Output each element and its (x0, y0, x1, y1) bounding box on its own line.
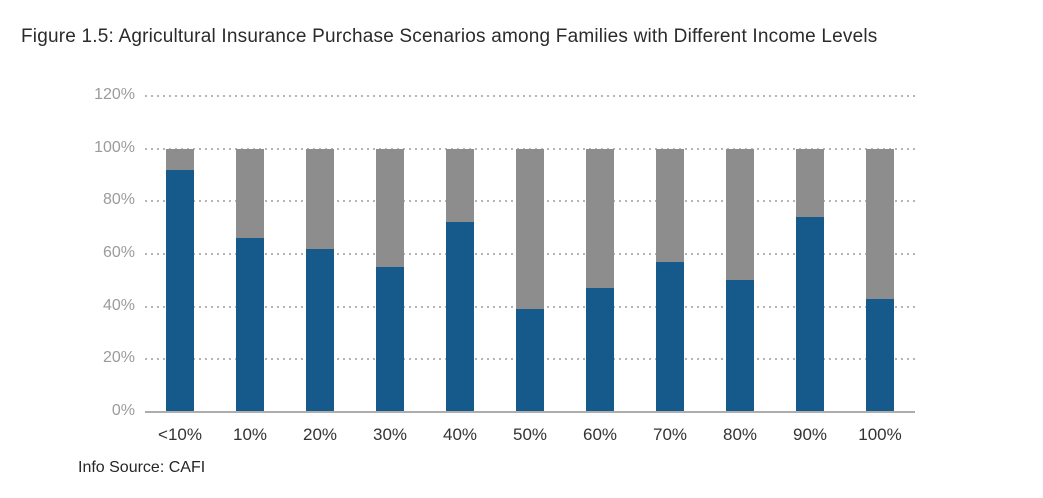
chart-plot-area: 0% 20% 40% 60% 80% 100% 120% <10% 10% 20% 30% 40% 50… (94, 86, 915, 444)
y-tick-label-60%: 60% (102, 244, 135, 261)
bar-segment-series-blue-bottom-50% (516, 309, 544, 412)
bar-segment-series-gray-top-<10% (166, 148, 194, 170)
x-tick-label-40%: 40% (442, 425, 478, 444)
bar-segment-series-gray-top-10% (236, 148, 264, 239)
source-note: Info Source: CAFI (78, 459, 206, 476)
bar-segment-series-gray-top-60% (586, 148, 614, 289)
bar-segment-series-blue-bottom-60% (586, 288, 614, 412)
bar-segment-series-gray-top-40% (446, 148, 474, 223)
bar-segment-series-blue-bottom-70% (656, 261, 684, 412)
x-axis-line (145, 411, 915, 413)
y-tick-label-20%: 20% (102, 349, 135, 367)
bar-segment-series-blue-bottom-<10% (166, 169, 194, 412)
y-tick-label-120%: 120% (94, 86, 135, 103)
figure-title: Figure 1.5: Agricultural Insurance Purch… (21, 26, 878, 47)
x-tick-label-80%: 80% (722, 425, 758, 444)
bar-segment-series-blue-bottom-30% (376, 267, 404, 412)
x-tick-label-90%: 90% (792, 425, 828, 444)
x-tick-label-70%: 70% (652, 425, 688, 444)
bar-segment-series-blue-bottom-40% (446, 222, 474, 412)
x-tick-label-10%: 10% (232, 425, 268, 444)
bar-segment-series-blue-bottom-20% (306, 248, 334, 412)
bar-segment-series-gray-top-100% (866, 148, 894, 299)
y-tick-label-100%: 100% (94, 138, 135, 156)
x-tick-label-<10%: <10% (158, 425, 202, 444)
x-tick-label-20%: 20% (302, 425, 338, 444)
x-tick-label-50%: 50% (512, 425, 548, 444)
bar-segment-series-gray-top-70% (656, 148, 684, 262)
bar-segment-series-gray-top-90% (796, 148, 824, 218)
bar-segment-series-gray-top-30% (376, 148, 404, 268)
bar-segment-series-blue-bottom-10% (236, 238, 264, 412)
y-tick-label-0%: 0% (111, 402, 135, 419)
y-tick-label-40%: 40% (102, 296, 135, 314)
bar-segment-series-gray-top-50% (516, 148, 544, 310)
y-tick-label-80%: 80% (102, 191, 135, 209)
x-tick-label-30%: 30% (372, 425, 408, 444)
bar-segment-series-gray-top-80% (726, 148, 754, 281)
bar-segment-series-blue-bottom-90% (796, 217, 824, 412)
bar-segment-series-blue-bottom-100% (866, 298, 894, 412)
gridline-120% (145, 95, 915, 97)
x-tick-label-100%: 100% (858, 425, 902, 444)
x-tick-label-60%: 60% (582, 425, 618, 444)
bar-segment-series-gray-top-20% (306, 148, 334, 249)
bar-segment-series-blue-bottom-80% (726, 280, 754, 412)
